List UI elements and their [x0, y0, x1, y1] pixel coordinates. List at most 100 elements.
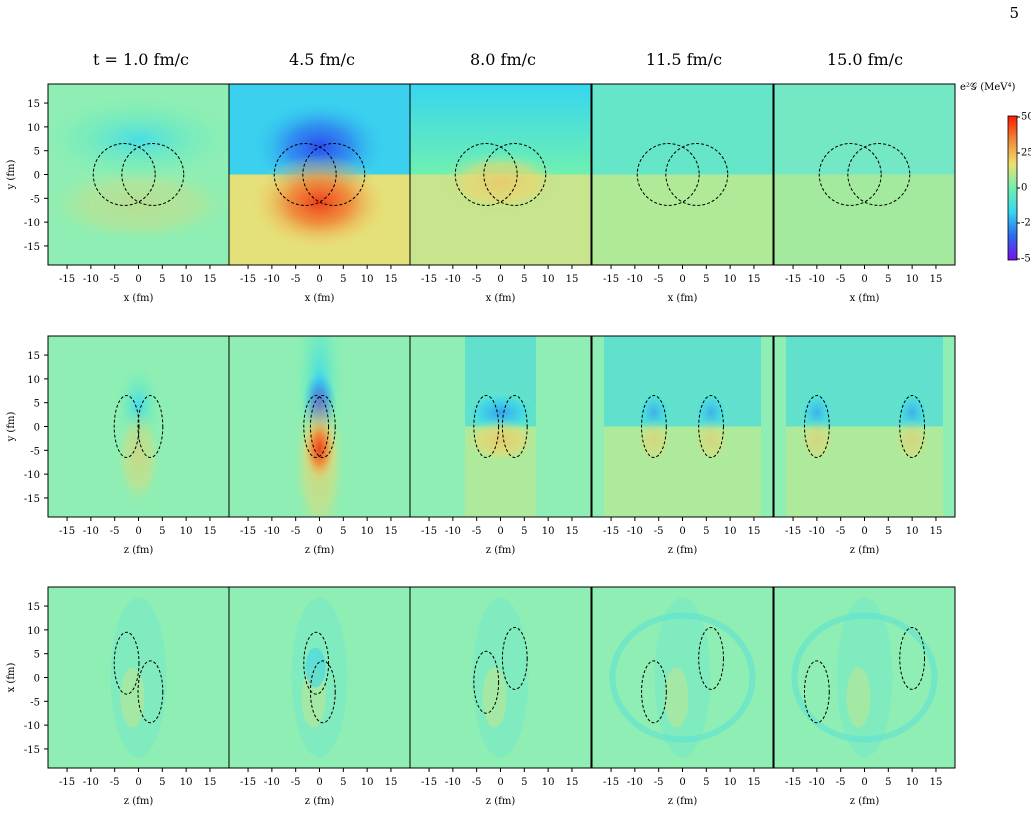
x-tick-label: -10	[809, 777, 825, 788]
x-tick-label: -10	[809, 526, 825, 537]
x-tick-label: -15	[240, 274, 256, 285]
x-tick-label: 5	[340, 526, 346, 537]
panel-r1-c4: -15 -10 -5 0 5 10 15 x (fm)	[591, 83, 774, 304]
x-tick-label: 0	[135, 526, 141, 537]
panel-r2-c2: -15 -10 -5 0 5 10 15 z (fm)	[228, 335, 411, 556]
x-tick-label: 15	[204, 777, 217, 788]
nucleus-outline-2	[899, 626, 926, 690]
x-axis-label: z (fm)	[668, 545, 698, 556]
x-tick-label: -15	[421, 777, 437, 788]
x-axis-label: z (fm)	[124, 545, 154, 556]
y-tick-label: 0	[34, 171, 40, 182]
y-tick-label: 5	[34, 650, 40, 661]
x-tick-label: 10	[542, 274, 555, 285]
panel-r3-c4: -15 -10 -5 0 5 10 15 z (fm)	[591, 586, 774, 807]
x-tick-label: 10	[180, 777, 193, 788]
nucleus-outline-2	[137, 395, 164, 458]
red-lobe	[116, 406, 161, 507]
nucleus-outline-1	[818, 143, 882, 206]
x-tick-label: 10	[180, 274, 193, 285]
x-tick-label: -10	[445, 274, 461, 285]
x-tick-label: 15	[566, 777, 579, 788]
red-lobe	[48, 166, 229, 243]
nucleus-outline-1	[636, 143, 700, 206]
x-tick-label: -10	[445, 526, 461, 537]
nucleus-outline-1	[92, 143, 156, 206]
page-number: 5	[1009, 4, 1019, 22]
x-tick-label: 5	[703, 777, 709, 788]
x-tick-label: 5	[521, 274, 527, 285]
nucleus-outline-2	[665, 143, 729, 206]
x-tick-label: -15	[421, 526, 437, 537]
nucleus-outline-1	[473, 395, 500, 458]
ring-field	[791, 612, 938, 743]
colorbar-tick-high: 25⁴	[1021, 147, 1031, 159]
x-tick-label: 10	[724, 274, 737, 285]
nucleus-outline-1	[113, 395, 140, 458]
x-axis-label: x (fm)	[305, 293, 335, 304]
x-tick-label: 10	[361, 274, 374, 285]
x-axis-label: z (fm)	[486, 796, 516, 807]
panel-r3-c2: -15 -10 -5 0 5 10 15 z (fm)	[228, 586, 411, 807]
x-axis-label: z (fm)	[850, 545, 880, 556]
upper-field	[592, 84, 773, 175]
red-lobe-1	[798, 418, 835, 463]
colorbar-tick-max: 50⁴	[1021, 111, 1031, 123]
nucleus-outline-2	[847, 143, 911, 206]
x-tick-label: -10	[264, 777, 280, 788]
column-title-4: 11.5 fm/c	[645, 50, 723, 69]
x-tick-label: 10	[361, 526, 374, 537]
x-tick-label: 5	[885, 526, 891, 537]
panel-r2-c5: -15 -10 -5 0 5 10 15 z (fm)	[773, 335, 956, 556]
colorbar	[1007, 115, 1018, 261]
x-tick-label: -15	[421, 274, 437, 285]
panel-r3-c1: -15 -10 -5 0 5 10 15 z (fm) -15 -10 -5 0 5 10 15 x (fm)	[6, 586, 230, 807]
x-tick-label: 0	[679, 777, 685, 788]
nucleus-outline-1	[273, 143, 337, 206]
x-tick-label: 0	[679, 526, 685, 537]
x-tick-label: -5	[836, 526, 846, 537]
y-tick-label: -5	[30, 697, 40, 708]
upper-field	[774, 84, 955, 175]
nucleus-outline-2	[302, 143, 366, 206]
y-tick-label: 15	[27, 602, 40, 613]
colorbar-tick-low: -25⁴	[1021, 217, 1031, 229]
x-tick-label: 0	[135, 274, 141, 285]
nucleus-outline-1	[113, 631, 140, 695]
x-tick-label: -10	[445, 777, 461, 788]
x-tick-label: -15	[785, 777, 801, 788]
lower-field	[592, 174, 773, 265]
x-axis-label: x (fm)	[124, 293, 154, 304]
x-axis-label: z (fm)	[850, 796, 880, 807]
x-tick-label: 0	[497, 274, 503, 285]
x-tick-label: 10	[724, 777, 737, 788]
x-tick-label: -15	[785, 526, 801, 537]
panel-r1-c2: -15 -10 -5 0 5 10 15 x (fm)	[228, 83, 411, 304]
x-tick-label: 15	[930, 526, 943, 537]
x-tick-label: 0	[316, 274, 322, 285]
x-tick-label: -15	[603, 526, 619, 537]
y-tick-label: -10	[24, 218, 40, 229]
panel-r2-c1: -15 -10 -5 0 5 10 15 z (fm) -15 -10 -5 0 5 10 15 y (fm)	[6, 335, 230, 556]
panel-r2-c4: -15 -10 -5 0 5 10 15 z (fm)	[591, 335, 774, 556]
nucleus-outline-1	[454, 143, 518, 206]
x-tick-label: 15	[748, 274, 761, 285]
x-tick-label: 0	[497, 777, 503, 788]
x-tick-label: -5	[110, 777, 120, 788]
nucleus-outline-1	[803, 660, 830, 724]
red-lobe-1	[462, 418, 539, 463]
warm-patch	[846, 667, 871, 728]
x-tick-label: 5	[340, 274, 346, 285]
x-tick-label: 0	[316, 526, 322, 537]
red-lobe	[440, 152, 561, 213]
y-axis-label: y (fm)	[6, 160, 17, 191]
x-tick-label: -5	[110, 274, 120, 285]
ring-field	[609, 612, 756, 743]
x-tick-label: 5	[885, 274, 891, 285]
x-tick-label: 0	[861, 777, 867, 788]
x-axis-label: z (fm)	[305, 545, 335, 556]
x-tick-label: 5	[703, 526, 709, 537]
x-axis-label: x (fm)	[850, 293, 880, 304]
x-tick-label: 15	[385, 274, 398, 285]
nucleus-outline-2	[698, 626, 724, 690]
